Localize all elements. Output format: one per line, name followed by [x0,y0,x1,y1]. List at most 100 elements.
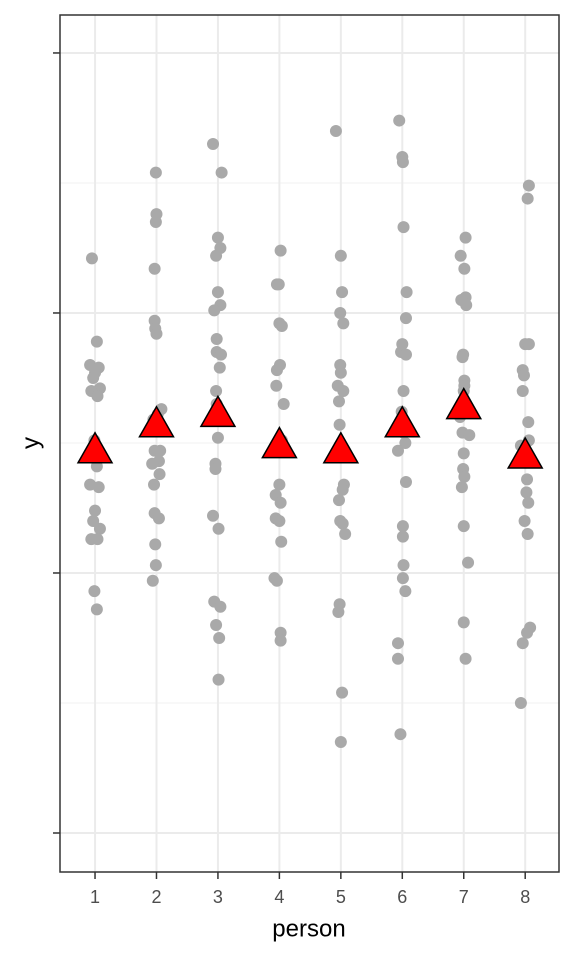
point [210,618,223,631]
point [149,538,162,551]
point [520,486,533,499]
point [210,332,223,345]
point [399,348,412,361]
point [207,137,220,150]
point [462,556,475,569]
point [521,473,534,486]
point [516,637,529,650]
point [149,559,162,572]
point [457,616,470,629]
point [336,286,349,299]
point [337,384,350,397]
point [215,348,228,361]
point [334,735,347,748]
point [337,317,350,330]
point [211,431,224,444]
point [270,364,283,377]
point [396,156,409,169]
point [396,520,409,533]
point [212,673,225,686]
mean-marker [138,405,175,438]
mean-marker [261,426,298,459]
point [396,572,409,585]
point [329,124,342,137]
point [275,535,288,548]
mean-marker [199,394,237,428]
point [334,306,347,319]
point [339,527,352,540]
point [514,696,527,709]
point [522,416,535,429]
point [149,166,162,179]
point [332,395,345,408]
point [213,631,226,644]
point [458,470,471,483]
point [87,514,100,527]
plot-border [59,14,560,873]
mean-marker [506,436,544,469]
point [214,600,227,613]
point [336,686,349,699]
mean-marker [76,431,114,464]
point [90,335,103,348]
point [522,496,535,509]
point [334,249,347,262]
point [391,652,404,665]
point [516,384,529,397]
point [89,504,102,517]
point [336,517,349,530]
point [274,634,287,647]
point [458,262,471,275]
point [91,533,104,546]
point [275,319,288,332]
point [212,522,225,535]
point [391,444,404,457]
point [459,231,472,244]
point [87,371,100,384]
point [150,327,163,340]
point [463,429,476,442]
y-axis-title: y [17,437,44,449]
point [215,166,228,179]
point [210,384,223,397]
point [272,278,285,291]
point [455,481,468,494]
point [399,475,412,488]
x-tick-label: 5 [336,887,346,907]
x-axis-title: person [272,915,345,942]
point [148,262,161,275]
point [92,481,105,494]
point [397,384,410,397]
point [396,530,409,543]
point [397,559,410,572]
point [454,249,467,262]
point [148,478,161,491]
mean-marker [445,387,483,420]
point [149,215,162,228]
x-tick-label: 8 [520,887,530,907]
point [391,637,404,650]
point [521,626,534,639]
x-tick-label: 1 [90,887,100,907]
point [277,397,290,410]
point [274,496,287,509]
point [521,527,534,540]
point [457,520,470,533]
point [394,728,407,741]
point [270,574,283,587]
point [334,366,347,379]
point [148,444,161,457]
point [211,286,224,299]
point [90,603,103,616]
point [152,512,165,525]
point [213,361,226,374]
point [88,585,101,598]
point [211,231,224,244]
point [273,478,286,491]
point [209,462,222,475]
point [153,468,166,481]
x-tick-label: 6 [397,887,407,907]
point [457,447,470,460]
x-tick-label: 2 [151,887,161,907]
